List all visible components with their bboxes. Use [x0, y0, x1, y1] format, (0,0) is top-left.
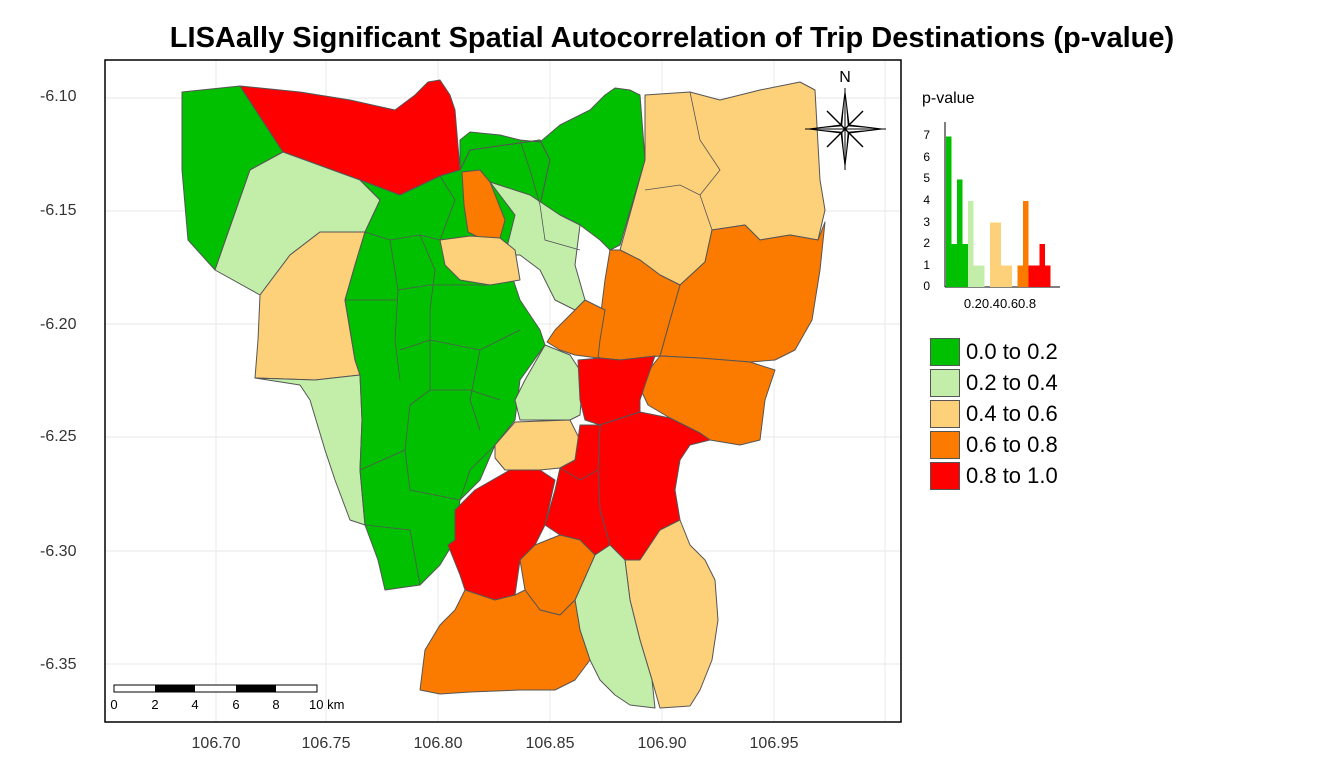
legend-label: 0.8 to 1.0 — [966, 463, 1058, 488]
north-arrow-icon — [805, 88, 886, 170]
hist-y-tick: 4 — [923, 193, 930, 207]
district-region — [254, 374, 366, 526]
hist-bar — [951, 244, 957, 287]
legend-item: 0.4 to 0.6 — [930, 399, 1058, 429]
x-tick-label: 106.95 — [749, 735, 799, 752]
scale-bar: 0 2 4 6 8 10 km — [110, 684, 344, 712]
district-region — [439, 235, 521, 286]
y-tick-label: -6.10 — [40, 88, 77, 105]
hist-y-tick: 2 — [923, 236, 930, 250]
map-title: LISAally Significant Spatial Autocorrela… — [169, 22, 1175, 54]
hist-y-tick: 6 — [923, 150, 930, 164]
district-region — [494, 419, 581, 471]
district-region — [514, 344, 584, 421]
map-frame — [104, 59, 902, 723]
legend-histogram: 0 1 2 3 4 5 6 7 0.20.40.60.8 — [923, 122, 1060, 311]
hist-bar — [1034, 265, 1040, 287]
district-region — [419, 589, 591, 695]
hist-bar — [962, 244, 968, 287]
district-region — [459, 87, 646, 251]
x-tick-label: 106.80 — [413, 735, 463, 752]
hist-x-tick-labels: 0.20.40.60.8 — [964, 296, 1036, 311]
hist-bar — [990, 222, 996, 287]
legend-label: 0.4 to 0.6 — [966, 401, 1058, 426]
scale-label: 0 — [110, 697, 117, 712]
hist-y-tick: 7 — [923, 128, 930, 142]
x-tick-label: 106.70 — [191, 735, 241, 752]
legend-swatch — [930, 431, 960, 459]
hist-bar — [973, 265, 979, 287]
legend-item: 0.0 to 0.2 — [930, 337, 1058, 367]
scale-label: 8 — [272, 697, 279, 712]
hist-bar — [1028, 265, 1034, 287]
hist-bar — [995, 222, 1001, 287]
hist-bar — [957, 179, 963, 287]
hist-bar — [1023, 201, 1029, 287]
hist-y-tick: 0 — [923, 279, 930, 293]
district-region — [577, 355, 656, 426]
scale-label: 6 — [232, 697, 239, 712]
hist-y-tick: 5 — [923, 171, 930, 185]
hist-bar — [1001, 265, 1007, 287]
legend-label: 0.6 to 0.8 — [966, 432, 1058, 457]
hist-y-tick: 1 — [923, 258, 930, 272]
hist-bar — [1017, 265, 1023, 287]
north-label: N — [839, 69, 851, 86]
legend-swatch — [930, 369, 960, 397]
x-tick-label: 106.90 — [637, 735, 687, 752]
legend-item: 0.8 to 1.0 — [930, 461, 1058, 491]
legend-label: 0.2 to 0.4 — [966, 370, 1058, 395]
scale-label: 2 — [151, 697, 158, 712]
legend-swatch — [930, 338, 960, 366]
scale-label: 10 km — [309, 697, 344, 712]
y-tick-label: -6.20 — [40, 316, 77, 333]
hist-bar — [1039, 244, 1045, 287]
x-tick-label: 106.75 — [301, 735, 351, 752]
y-tick-label: -6.35 — [40, 656, 77, 673]
hist-bar — [946, 136, 952, 287]
legend-title: p-value — [922, 90, 975, 107]
legend-swatch — [930, 462, 960, 490]
y-tick-label: -6.15 — [40, 202, 77, 219]
x-tick-label: 106.85 — [525, 735, 575, 752]
legend-item: 0.2 to 0.4 — [930, 368, 1058, 398]
legend-item: 0.6 to 0.8 — [930, 430, 1058, 460]
legend-swatch — [930, 400, 960, 428]
hist-bar — [1045, 265, 1051, 287]
hist-bar — [1006, 265, 1012, 287]
y-tick-label: -6.25 — [40, 428, 77, 445]
hist-bar — [968, 201, 974, 287]
hist-bar — [979, 265, 985, 287]
y-tick-label: -6.30 — [40, 543, 77, 560]
scale-label: 4 — [191, 697, 198, 712]
hist-y-tick: 3 — [923, 215, 930, 229]
district-boundaries — [345, 91, 721, 586]
legend-label: 0.0 to 0.2 — [966, 339, 1058, 364]
